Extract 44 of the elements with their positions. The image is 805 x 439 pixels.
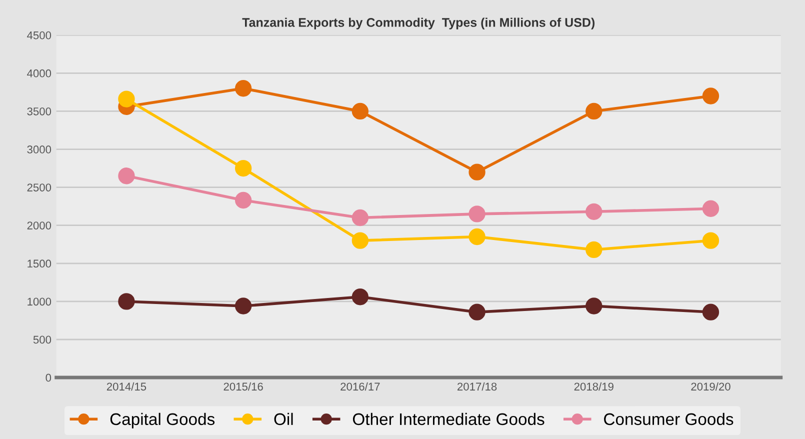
point xyxy=(118,168,135,184)
point xyxy=(468,164,486,180)
x-tick-label: 2016/17 xyxy=(340,382,380,391)
point xyxy=(352,102,369,120)
x-tick-label: 2019/20 xyxy=(691,382,730,391)
point xyxy=(702,232,720,249)
point xyxy=(234,298,252,314)
point xyxy=(352,288,369,306)
point xyxy=(586,241,602,258)
point xyxy=(234,80,252,97)
x-tick-label: 2015/16 xyxy=(224,382,263,391)
y-tick-label: 1000 xyxy=(28,298,52,306)
point xyxy=(702,304,720,320)
point xyxy=(702,88,720,104)
point xyxy=(118,293,135,310)
point xyxy=(234,192,252,209)
legend-label: Oil xyxy=(274,412,293,426)
legend-label: Other Intermediate Goods xyxy=(352,412,544,426)
point xyxy=(118,90,135,108)
point xyxy=(352,209,369,226)
point xyxy=(586,203,602,220)
point xyxy=(234,160,252,177)
legend-label: Consumer Goods xyxy=(604,412,734,426)
y-tick-label: 1500 xyxy=(28,260,52,268)
point xyxy=(702,200,720,217)
y-tick-label: 3000 xyxy=(27,146,52,154)
x-tick-label: 2018/19 xyxy=(574,382,614,391)
point xyxy=(468,304,486,320)
x-tick-label: 2014/15 xyxy=(106,382,146,391)
chart-title: Tanzania Exports by Commodity Types (in Millions of USD) xyxy=(242,18,595,30)
point xyxy=(352,232,369,249)
point xyxy=(586,298,602,314)
y-tick-label: 4500 xyxy=(27,31,52,40)
y-tick-label: 0 xyxy=(46,374,52,382)
y-tick-label: 4000 xyxy=(27,69,52,78)
point xyxy=(586,102,602,120)
legend-label: Capital Goods xyxy=(110,412,215,428)
y-tick-label: 500 xyxy=(33,336,52,344)
y-tick-label: 3500 xyxy=(27,107,52,116)
point xyxy=(468,228,486,246)
y-tick-label: 2500 xyxy=(27,184,52,192)
point xyxy=(468,206,486,222)
x-tick-label: 2017/18 xyxy=(458,382,497,391)
y-tick-label: 2000 xyxy=(27,222,52,230)
